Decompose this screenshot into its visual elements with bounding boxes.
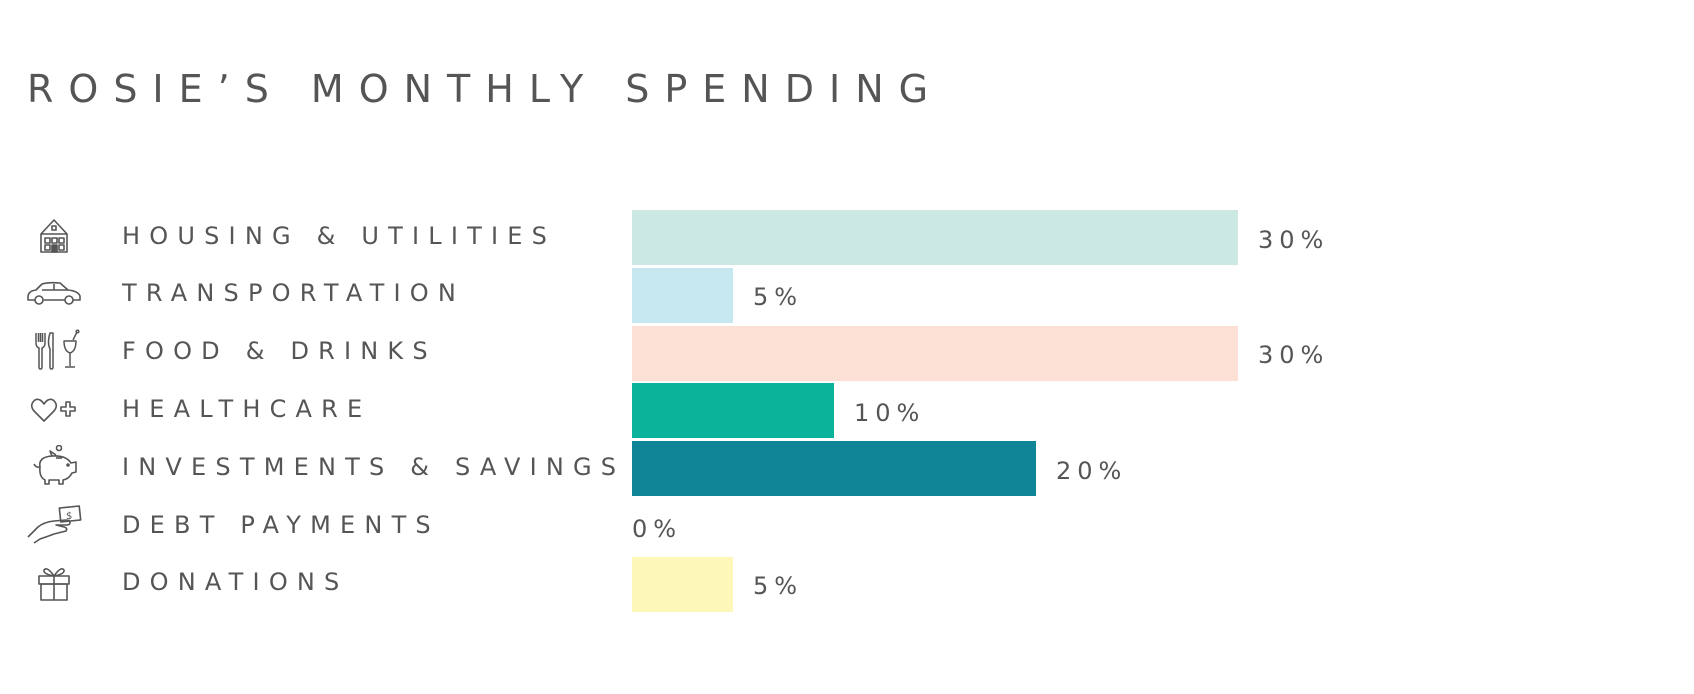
category-label: HEALTHCARE (122, 394, 372, 423)
category-label: DONATIONS (122, 568, 349, 597)
heart-cross-icon (24, 387, 84, 431)
bar (632, 556, 733, 612)
value-label: 30% (1258, 225, 1330, 254)
piggy-bank-icon (24, 444, 84, 489)
bar (632, 325, 1238, 381)
bar (632, 210, 1238, 265)
bar (632, 267, 733, 323)
value-label: 30% (1258, 341, 1330, 370)
value-label: 0% (632, 514, 683, 543)
value-label: 5% (753, 283, 804, 312)
hand-money-icon (24, 503, 84, 547)
value-label: 10% (854, 398, 926, 427)
value-label: 5% (753, 572, 804, 601)
category-label: HOUSING & UTILITIES (122, 221, 557, 250)
chart-title: ROSIE’S MONTHLY SPENDING (27, 67, 944, 111)
car-icon (24, 271, 84, 315)
category-label: TRANSPORTATION (122, 279, 465, 308)
bar (632, 383, 834, 439)
category-label: DEBT PAYMENTS (122, 510, 440, 539)
category-label: INVESTMENTS & SAVINGS (122, 452, 626, 481)
bar (632, 441, 1036, 497)
value-label: 20% (1056, 456, 1128, 485)
house-icon (24, 214, 84, 258)
category-label: FOOD & DRINKS (122, 337, 437, 366)
gift-icon (24, 560, 84, 604)
utensils-glass-icon (24, 329, 84, 373)
